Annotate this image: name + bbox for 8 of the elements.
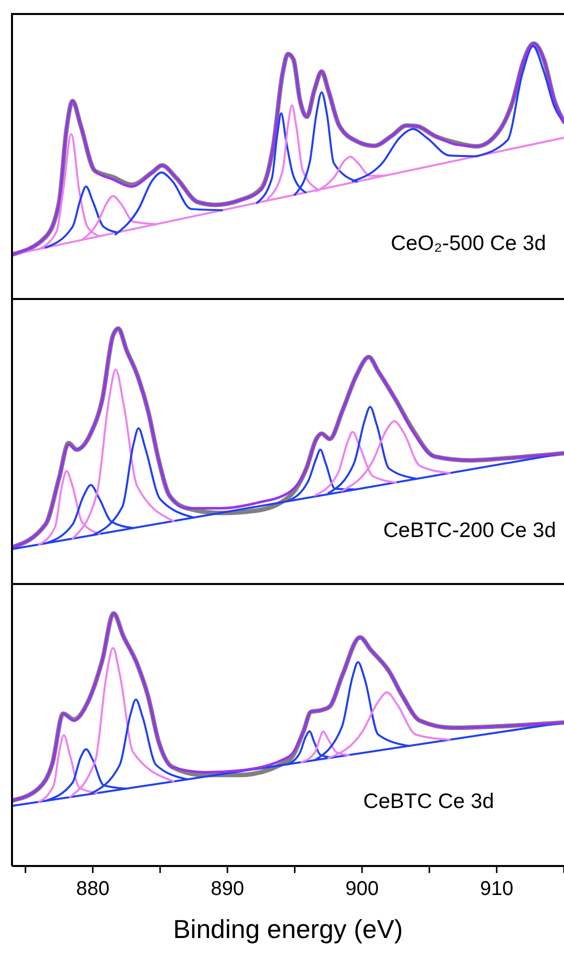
x-tick-label: 880 xyxy=(76,878,110,900)
annotation: CeBTC-200 Ce 3d xyxy=(383,519,556,543)
annotation: CeBTC Ce 3d xyxy=(363,790,494,814)
x-tick-label: 900 xyxy=(345,878,379,900)
x-tick-label: 910 xyxy=(480,878,514,900)
x-axis-title: Binding energy (eV) xyxy=(173,914,403,944)
x-tick-label: 890 xyxy=(210,878,244,900)
annotation: CeO₂-500 Ce 3d xyxy=(390,232,546,256)
